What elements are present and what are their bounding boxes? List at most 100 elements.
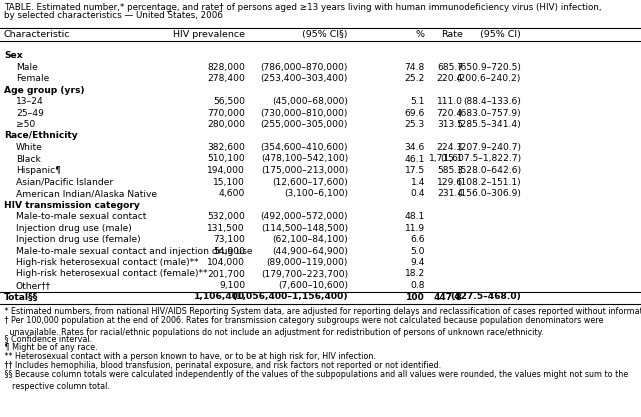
Text: White: White bbox=[16, 143, 43, 152]
Text: (114,500–148,500): (114,500–148,500) bbox=[261, 224, 348, 233]
Text: (88.4–133.6): (88.4–133.6) bbox=[463, 97, 521, 106]
Text: 25.3: 25.3 bbox=[404, 120, 425, 129]
Text: 54,900: 54,900 bbox=[213, 246, 245, 256]
Text: Male-to-male sexual contact and injection drug use: Male-to-male sexual contact and injectio… bbox=[16, 246, 253, 256]
Text: Male-to-male sexual contact: Male-to-male sexual contact bbox=[16, 212, 146, 221]
Text: 720.4: 720.4 bbox=[437, 108, 463, 118]
Text: Male: Male bbox=[16, 63, 38, 71]
Text: 69.6: 69.6 bbox=[404, 108, 425, 118]
Text: Total§§: Total§§ bbox=[4, 292, 38, 301]
Text: (108.2–151.1): (108.2–151.1) bbox=[458, 178, 521, 186]
Text: § Confidence interval.: § Confidence interval. bbox=[2, 334, 92, 344]
Text: 231.4: 231.4 bbox=[437, 189, 463, 198]
Text: Asian/Pacific Islander: Asian/Pacific Islander bbox=[16, 178, 113, 186]
Text: TABLE. Estimated number,* percentage, and rate† of persons aged ≥13 years living: TABLE. Estimated number,* percentage, an… bbox=[4, 3, 601, 12]
Text: (179,700–223,700): (179,700–223,700) bbox=[261, 269, 348, 279]
Text: (285.5–341.4): (285.5–341.4) bbox=[457, 120, 521, 129]
Text: Hispanic¶: Hispanic¶ bbox=[16, 166, 61, 175]
Text: 5.1: 5.1 bbox=[411, 97, 425, 106]
Text: 34.6: 34.6 bbox=[404, 143, 425, 152]
Text: (786,000–870,000): (786,000–870,000) bbox=[261, 63, 348, 71]
Text: 9,100: 9,100 bbox=[219, 281, 245, 290]
Text: Injection drug use (female): Injection drug use (female) bbox=[16, 235, 140, 244]
Text: 313.5: 313.5 bbox=[437, 120, 463, 129]
Text: by selected characteristics — United States, 2006: by selected characteristics — United Sta… bbox=[4, 11, 223, 20]
Text: Injection drug use (male): Injection drug use (male) bbox=[16, 224, 132, 233]
Text: 5.0: 5.0 bbox=[410, 246, 425, 256]
Text: American Indian/Alaska Native: American Indian/Alaska Native bbox=[16, 189, 157, 198]
Text: 11.9: 11.9 bbox=[405, 224, 425, 233]
Text: † Per 100,000 population at the end of 2006. Rates for transmission category sub: † Per 100,000 population at the end of 2… bbox=[2, 317, 603, 337]
Text: (1,056,400–1,156,400): (1,056,400–1,156,400) bbox=[233, 292, 348, 301]
Text: Other††: Other†† bbox=[16, 281, 51, 290]
Text: %: % bbox=[416, 30, 425, 38]
Text: Race/Ethnicity: Race/Ethnicity bbox=[4, 131, 78, 141]
Text: 1.4: 1.4 bbox=[410, 178, 425, 186]
Text: 131,500: 131,500 bbox=[208, 224, 245, 233]
Text: (255,000–305,000): (255,000–305,000) bbox=[261, 120, 348, 129]
Text: 224.3: 224.3 bbox=[437, 143, 463, 152]
Text: 104,000: 104,000 bbox=[207, 258, 245, 267]
Text: 532,000: 532,000 bbox=[207, 212, 245, 221]
Text: HIV prevalence: HIV prevalence bbox=[173, 30, 245, 38]
Text: Sex: Sex bbox=[4, 51, 22, 60]
Text: 220.4: 220.4 bbox=[437, 74, 463, 83]
Text: (207.9–240.7): (207.9–240.7) bbox=[457, 143, 521, 152]
Text: ¶ Might be of any race.: ¶ Might be of any race. bbox=[2, 344, 97, 352]
Text: (528.0–642.6): (528.0–642.6) bbox=[457, 166, 521, 175]
Text: 278,400: 278,400 bbox=[207, 74, 245, 83]
Text: (89,000–119,000): (89,000–119,000) bbox=[267, 258, 348, 267]
Text: 685.7: 685.7 bbox=[437, 63, 463, 71]
Text: (7,600–10,600): (7,600–10,600) bbox=[278, 281, 348, 290]
Text: HIV transmission category: HIV transmission category bbox=[4, 201, 140, 209]
Text: 4,600: 4,600 bbox=[219, 189, 245, 198]
Text: 25.2: 25.2 bbox=[404, 74, 425, 83]
Text: 382,600: 382,600 bbox=[207, 143, 245, 152]
Text: 828,000: 828,000 bbox=[207, 63, 245, 71]
Text: 25–49: 25–49 bbox=[16, 108, 44, 118]
Text: 194,000: 194,000 bbox=[207, 166, 245, 175]
Text: 18.2: 18.2 bbox=[404, 269, 425, 279]
Text: (683.0–757.9): (683.0–757.9) bbox=[458, 108, 521, 118]
Text: ** Heterosexual contact with a person known to have, or to be at high risk for, : ** Heterosexual contact with a person kn… bbox=[2, 352, 376, 362]
Text: †† Includes hemophilia, blood transfusion, perinatal exposure, and risk factors : †† Includes hemophilia, blood transfusio… bbox=[2, 362, 441, 370]
Text: (95% CI): (95% CI) bbox=[480, 30, 521, 38]
Text: 111.0: 111.0 bbox=[437, 97, 463, 106]
Text: 447.8: 447.8 bbox=[434, 292, 463, 301]
Text: 201,700: 201,700 bbox=[207, 269, 245, 279]
Text: 0.8: 0.8 bbox=[410, 281, 425, 290]
Text: 510,100: 510,100 bbox=[207, 155, 245, 163]
Text: (730,000–810,000): (730,000–810,000) bbox=[261, 108, 348, 118]
Text: 9.4: 9.4 bbox=[410, 258, 425, 267]
Text: 46.1: 46.1 bbox=[404, 155, 425, 163]
Text: 1,106,400: 1,106,400 bbox=[194, 292, 245, 301]
Text: Female: Female bbox=[16, 74, 49, 83]
Text: (3,100–6,100): (3,100–6,100) bbox=[284, 189, 348, 198]
Text: 0.4: 0.4 bbox=[410, 189, 425, 198]
Text: (1,607.5–1,822.7): (1,607.5–1,822.7) bbox=[440, 155, 521, 163]
Text: 56,500: 56,500 bbox=[213, 97, 245, 106]
Text: 280,000: 280,000 bbox=[207, 120, 245, 129]
Text: 48.1: 48.1 bbox=[404, 212, 425, 221]
Text: (200.6–240.2): (200.6–240.2) bbox=[456, 74, 521, 83]
Text: 1,715.1: 1,715.1 bbox=[428, 155, 463, 163]
Text: (354,600–410,600): (354,600–410,600) bbox=[260, 143, 348, 152]
Text: 585.3: 585.3 bbox=[437, 166, 463, 175]
Text: (650.9–720.5): (650.9–720.5) bbox=[457, 63, 521, 71]
Text: Characteristic: Characteristic bbox=[4, 30, 71, 38]
Text: (427.5–468.0): (427.5–468.0) bbox=[450, 292, 521, 301]
Text: Black: Black bbox=[16, 155, 41, 163]
Text: 770,000: 770,000 bbox=[207, 108, 245, 118]
Text: (492,000–572,000): (492,000–572,000) bbox=[260, 212, 348, 221]
Text: High-risk heterosexual contact (female)**: High-risk heterosexual contact (female)*… bbox=[16, 269, 208, 279]
Text: (175,000–213,000): (175,000–213,000) bbox=[261, 166, 348, 175]
Text: Age group (yrs): Age group (yrs) bbox=[4, 85, 85, 95]
Text: * Estimated numbers, from national HIV/AIDS Reporting System data, are adjusted : * Estimated numbers, from national HIV/A… bbox=[2, 307, 641, 317]
Text: (95% CI§): (95% CI§) bbox=[303, 30, 348, 38]
Text: 15,100: 15,100 bbox=[213, 178, 245, 186]
Text: (44,900–64,900): (44,900–64,900) bbox=[272, 246, 348, 256]
Text: 100: 100 bbox=[406, 292, 425, 301]
Text: §§ Because column totals were calculated independently of the values of the subp: §§ Because column totals were calculated… bbox=[2, 370, 628, 391]
Text: High-risk heterosexual contact (male)**: High-risk heterosexual contact (male)** bbox=[16, 258, 199, 267]
Text: (253,400–303,400): (253,400–303,400) bbox=[261, 74, 348, 83]
